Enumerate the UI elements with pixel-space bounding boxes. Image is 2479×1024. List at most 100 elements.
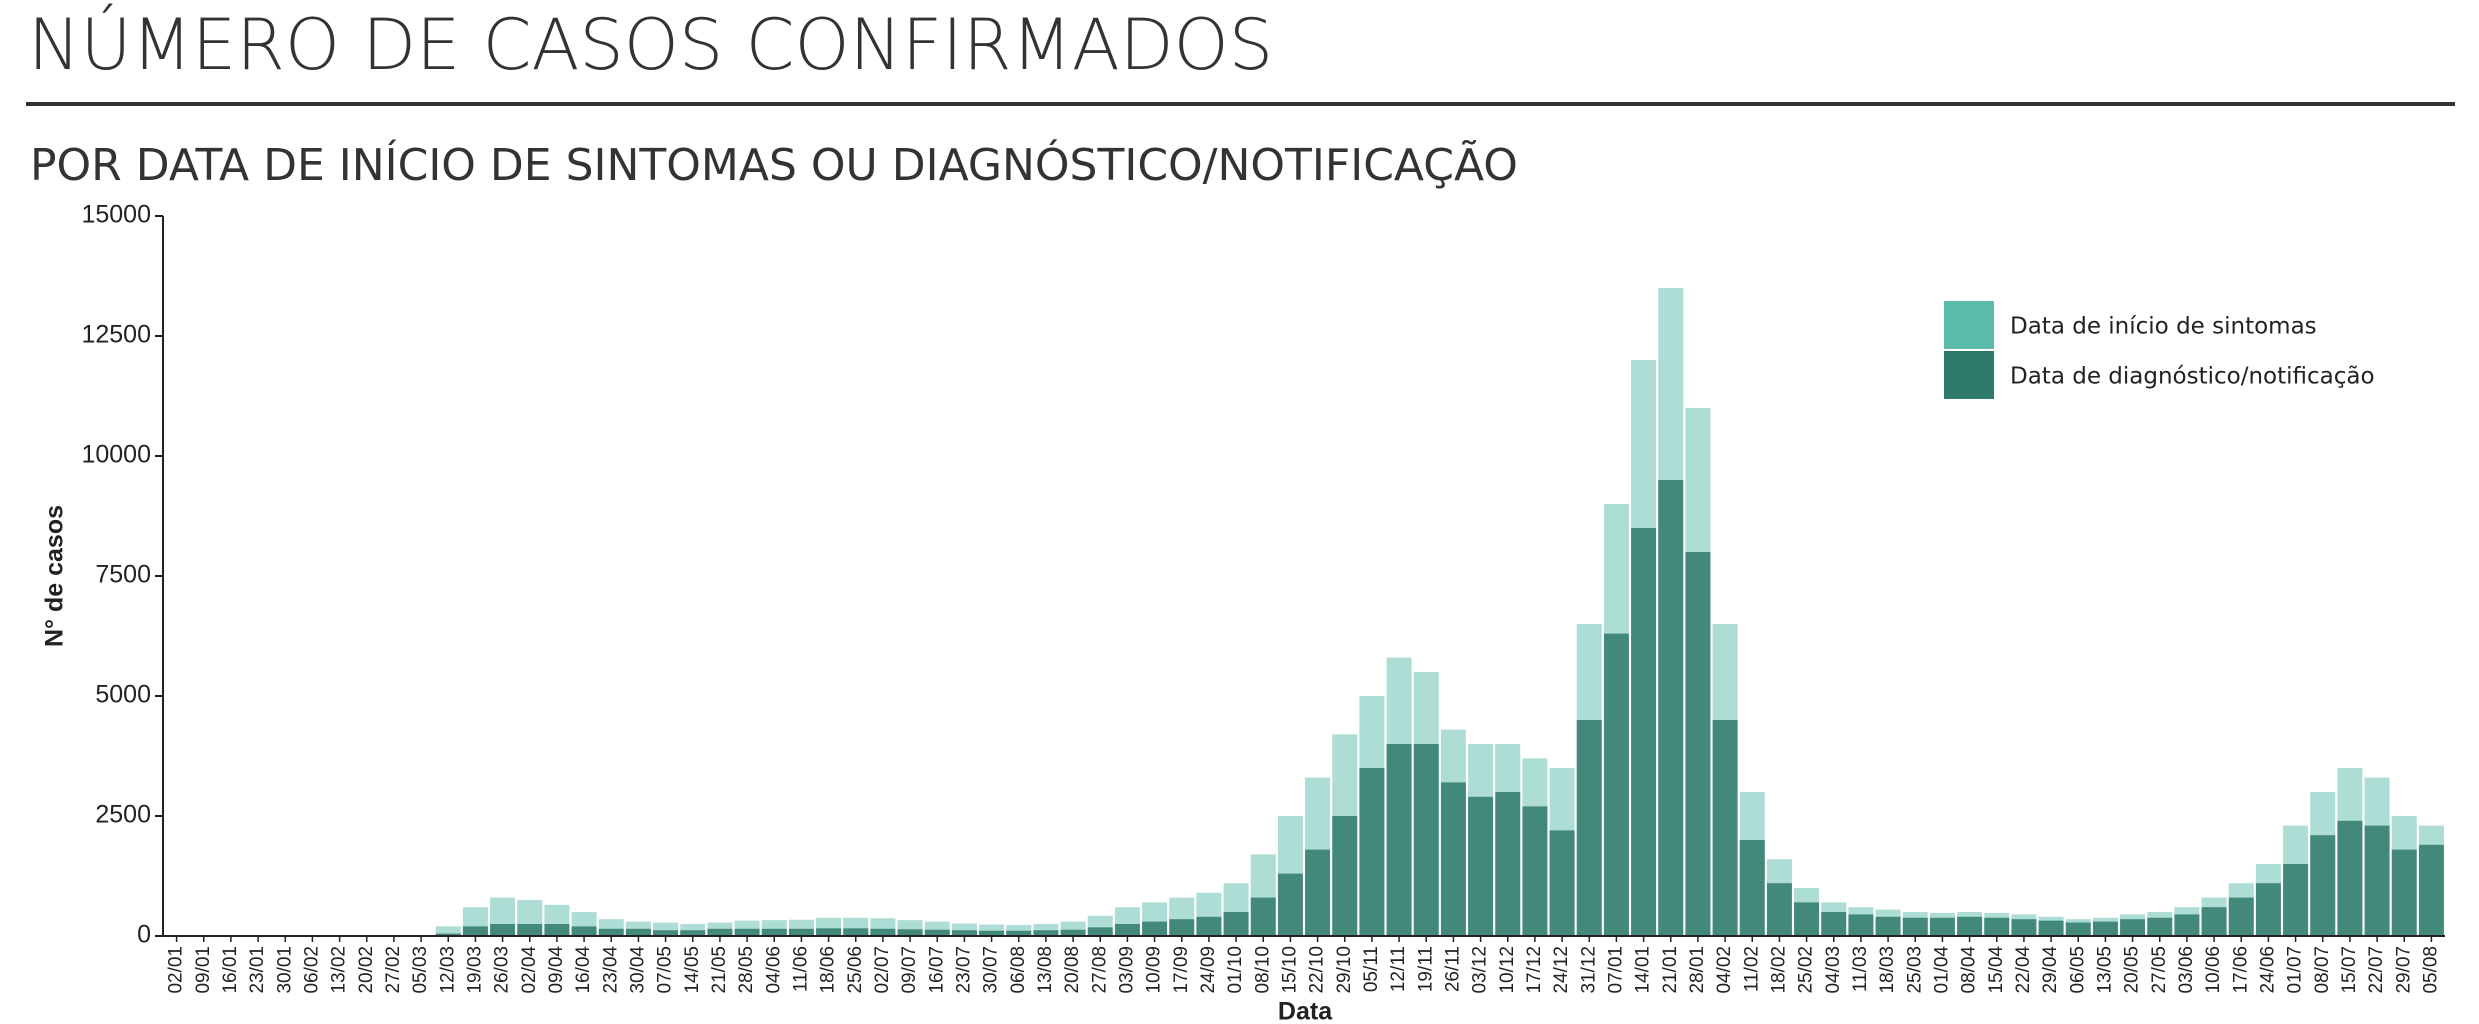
bar — [1359, 768, 1385, 936]
x-tick-label: 11/02 — [1741, 946, 1762, 992]
x-tick-label: 21/01 — [1660, 946, 1681, 994]
x-tick-label: 20/05 — [2122, 946, 2143, 994]
x-tick-label: 07/01 — [1605, 946, 1626, 994]
x-tick-label: 02/04 — [519, 946, 540, 994]
x-tick-label: 10/12 — [1497, 946, 1518, 994]
x-tick-label: 05/11 — [1361, 946, 1382, 992]
x-tick-label: 17/06 — [2230, 946, 2251, 994]
x-tick-label: 09/01 — [193, 946, 214, 994]
bar — [544, 924, 570, 936]
bar — [1549, 830, 1575, 936]
bar — [517, 924, 543, 936]
legend-swatch — [1944, 351, 1994, 399]
bar — [1957, 916, 1983, 936]
bar — [1848, 914, 1874, 936]
bar — [1440, 782, 1466, 936]
x-tick-label: 16/07 — [926, 946, 947, 994]
x-tick-label: 29/04 — [2040, 946, 2061, 994]
x-tick-label: 31/12 — [1578, 946, 1599, 994]
x-tick-label: 08/07 — [2312, 946, 2333, 994]
y-tick-label: 7500 — [95, 561, 151, 589]
x-tick-label: 18/02 — [1768, 946, 1789, 994]
x-tick-label: 19/11 — [1415, 946, 1436, 992]
bar — [1142, 921, 1168, 936]
bar — [761, 928, 787, 936]
x-tick-label: 18/06 — [818, 946, 839, 994]
x-tick-label: 17/12 — [1524, 946, 1545, 994]
bar — [816, 928, 842, 936]
bar — [2283, 864, 2309, 936]
x-tick-label: 01/10 — [1225, 946, 1246, 994]
x-tick-label: 16/04 — [573, 946, 594, 994]
x-tick-label: 04/03 — [1823, 946, 1844, 994]
bar — [1929, 917, 1955, 936]
bar — [1685, 552, 1711, 936]
bar — [1576, 720, 1602, 936]
x-tick-label: 02/01 — [166, 946, 187, 994]
x-tick-label: 04/02 — [1714, 946, 1735, 994]
bar — [2228, 897, 2254, 936]
y-tick-label: 10000 — [81, 441, 151, 469]
x-tick-label: 12/03 — [437, 946, 458, 994]
x-tick-label: 11/06 — [790, 946, 811, 992]
x-tick-label: 24/06 — [2257, 946, 2278, 994]
bar — [1087, 927, 1113, 936]
bar — [1033, 930, 1059, 936]
bar — [1712, 720, 1738, 936]
x-tick-label: 26/11 — [1442, 946, 1463, 992]
bar — [1006, 924, 1032, 936]
x-tick-label: 01/07 — [2285, 946, 2306, 994]
bar — [843, 928, 869, 936]
y-tick-label: 12500 — [81, 321, 151, 349]
x-tick-label: 08/04 — [1959, 946, 1980, 994]
bar — [2147, 917, 2173, 936]
bar — [2418, 844, 2444, 936]
bar — [1169, 919, 1195, 936]
bar — [1902, 917, 1928, 936]
x-tick-label: 08/10 — [1252, 946, 1273, 994]
bar — [1060, 929, 1086, 936]
x-tick-label: 02/07 — [872, 946, 893, 994]
y-tick-label: 15000 — [81, 201, 151, 229]
bar — [707, 928, 733, 936]
bar — [924, 929, 950, 936]
x-tick-label: 27/02 — [383, 946, 404, 994]
bar — [951, 930, 977, 936]
legend-label: Data de início de sintomas — [2010, 314, 2317, 340]
bar — [435, 933, 461, 936]
bar — [1277, 873, 1303, 936]
bar — [1305, 849, 1331, 936]
x-tick-label: 25/03 — [1904, 946, 1925, 994]
x-tick-label: 23/07 — [953, 946, 974, 994]
x-tick-label: 24/09 — [1198, 946, 1219, 994]
bar — [1631, 528, 1657, 936]
bar — [2092, 921, 2118, 936]
x-tick-label: 26/03 — [492, 946, 513, 994]
y-tick-label: 0 — [137, 921, 151, 949]
x-tick-label: 03/06 — [2176, 946, 2197, 994]
bar — [1413, 744, 1439, 936]
bar — [734, 928, 760, 936]
legend-label: Data de diagnóstico/notificação — [2010, 364, 2375, 390]
bar — [2038, 920, 2064, 936]
bar — [571, 926, 597, 936]
bar — [1984, 917, 2010, 936]
x-tick-label: 24/12 — [1551, 946, 1572, 994]
bar — [1766, 883, 1792, 936]
x-tick-label: 23/04 — [600, 946, 621, 994]
x-tick-label: 17/09 — [1171, 946, 1192, 994]
x-tick-label: 25/02 — [1796, 946, 1817, 994]
bar — [2391, 849, 2417, 936]
bar — [1875, 916, 1901, 936]
bar — [2011, 919, 2037, 936]
bar — [1522, 806, 1548, 936]
bar — [1006, 930, 1032, 936]
x-tick-label: 25/06 — [845, 946, 866, 994]
x-tick-label: 19/03 — [464, 946, 485, 994]
x-tick-label: 03/12 — [1470, 946, 1491, 994]
legend-swatch — [1944, 301, 1994, 349]
x-tick-label: 14/01 — [1633, 946, 1654, 994]
bar — [1332, 816, 1358, 936]
bar — [490, 924, 516, 936]
